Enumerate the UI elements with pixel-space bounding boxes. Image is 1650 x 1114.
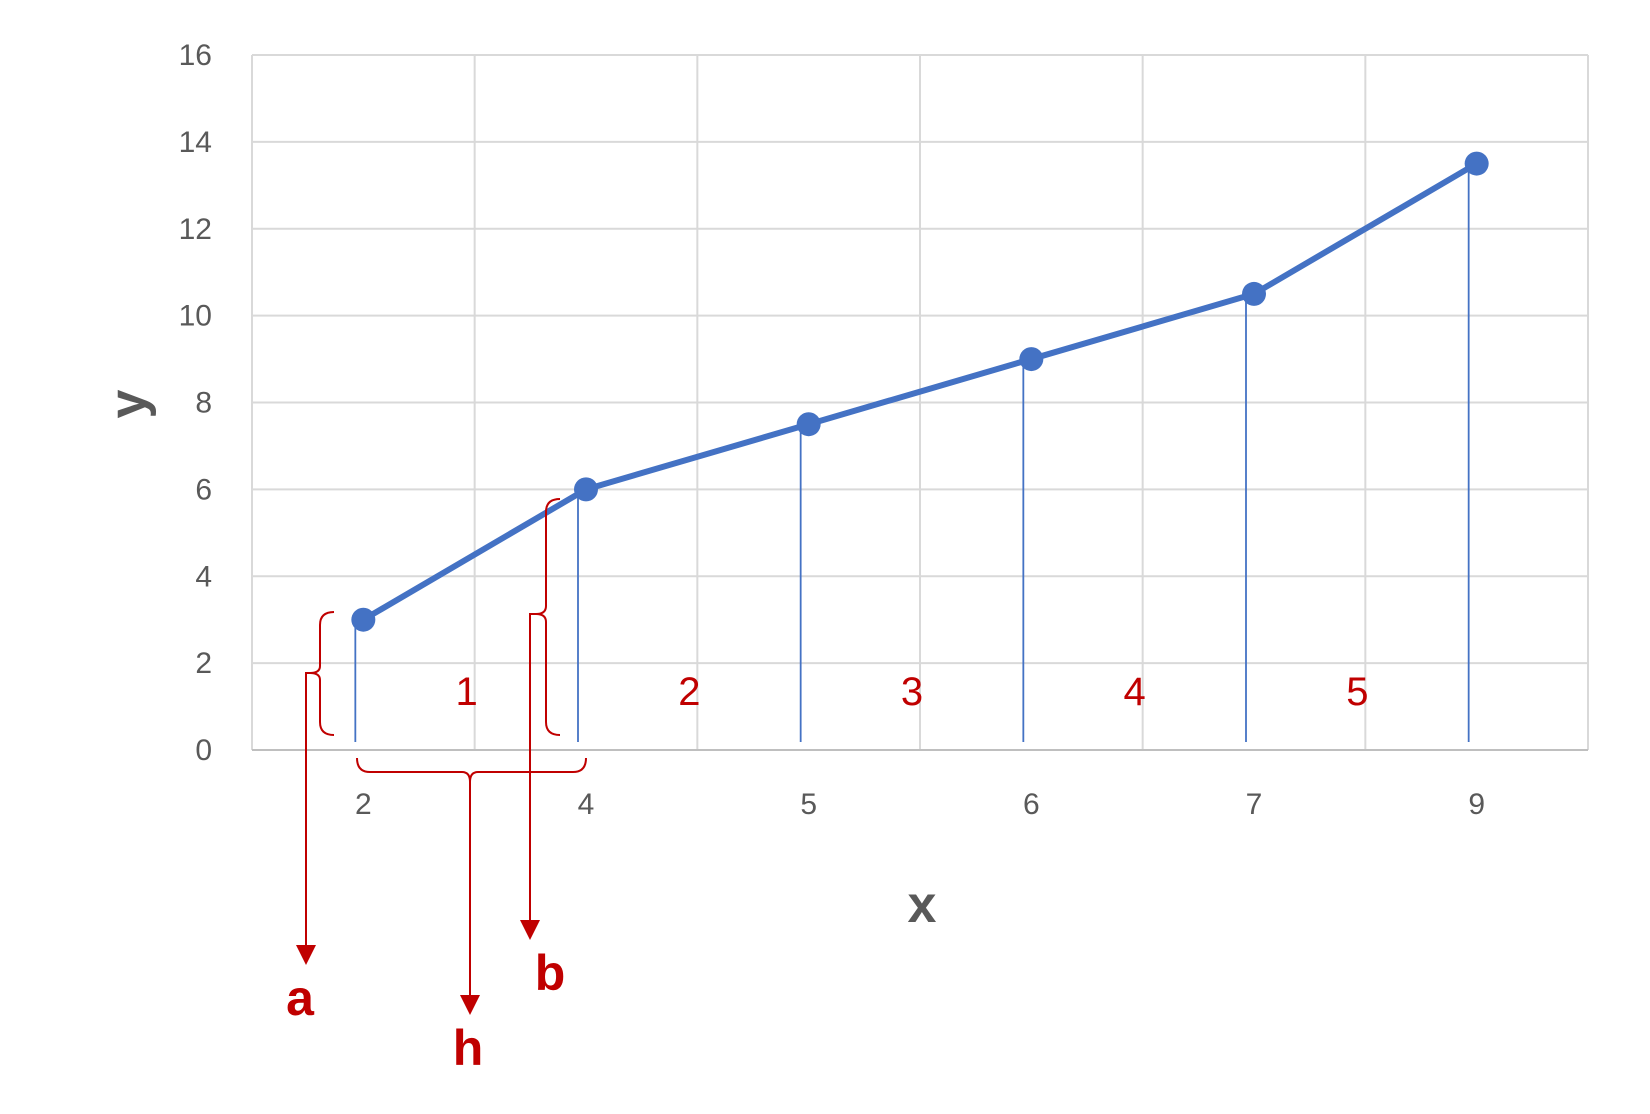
y-tick-label: 0 xyxy=(195,734,212,767)
data-point xyxy=(351,607,376,632)
x-axis-ticks: 2 4 5 6 7 9 xyxy=(355,788,1485,821)
segment-labels: 1 2 3 4 5 xyxy=(456,670,1369,714)
y-tick-label: 10 xyxy=(179,300,212,333)
y-tick-label: 8 xyxy=(195,387,212,420)
segment-label: 2 xyxy=(678,670,700,714)
grid xyxy=(251,54,1589,751)
segment-label: 3 xyxy=(901,670,923,714)
y-tick-label: 14 xyxy=(179,126,212,159)
data-point xyxy=(1019,347,1044,372)
y-tick-label: 16 xyxy=(179,39,212,72)
annotation-h: h xyxy=(453,1020,484,1076)
data-point xyxy=(574,477,598,502)
data-point xyxy=(796,412,821,437)
series-line xyxy=(351,151,1489,632)
drop-lines xyxy=(354,163,1470,742)
segment-label: 5 xyxy=(1346,670,1368,714)
y-axis-title: y xyxy=(99,389,157,418)
x-tick-label: 7 xyxy=(1246,788,1263,821)
y-tick-label: 4 xyxy=(195,560,212,593)
y-tick-label: 12 xyxy=(179,213,212,246)
series-line-path xyxy=(361,161,1479,623)
x-axis-title: x xyxy=(908,876,937,934)
y-tick-label: 2 xyxy=(195,647,212,680)
x-tick-label: 4 xyxy=(578,788,595,821)
brace-b xyxy=(535,498,561,736)
arrow-a xyxy=(296,672,316,965)
annotation-b: b xyxy=(535,945,566,1001)
data-point xyxy=(1464,151,1489,176)
y-axis-ticks: 0 2 4 6 8 10 12 14 16 xyxy=(179,39,212,767)
brace-h xyxy=(356,757,587,783)
brace-a xyxy=(309,611,335,736)
segment-label: 1 xyxy=(456,670,478,714)
y-tick-label: 6 xyxy=(195,473,212,506)
x-tick-label: 6 xyxy=(1023,788,1040,821)
data-point xyxy=(1242,281,1266,306)
annotations xyxy=(296,498,587,1015)
x-tick-label: 2 xyxy=(355,788,372,821)
annotation-a: a xyxy=(286,970,315,1026)
x-tick-label: 9 xyxy=(1468,788,1485,821)
x-tick-label: 5 xyxy=(800,788,817,821)
segment-label: 4 xyxy=(1124,670,1146,714)
arrow-b xyxy=(520,613,540,940)
